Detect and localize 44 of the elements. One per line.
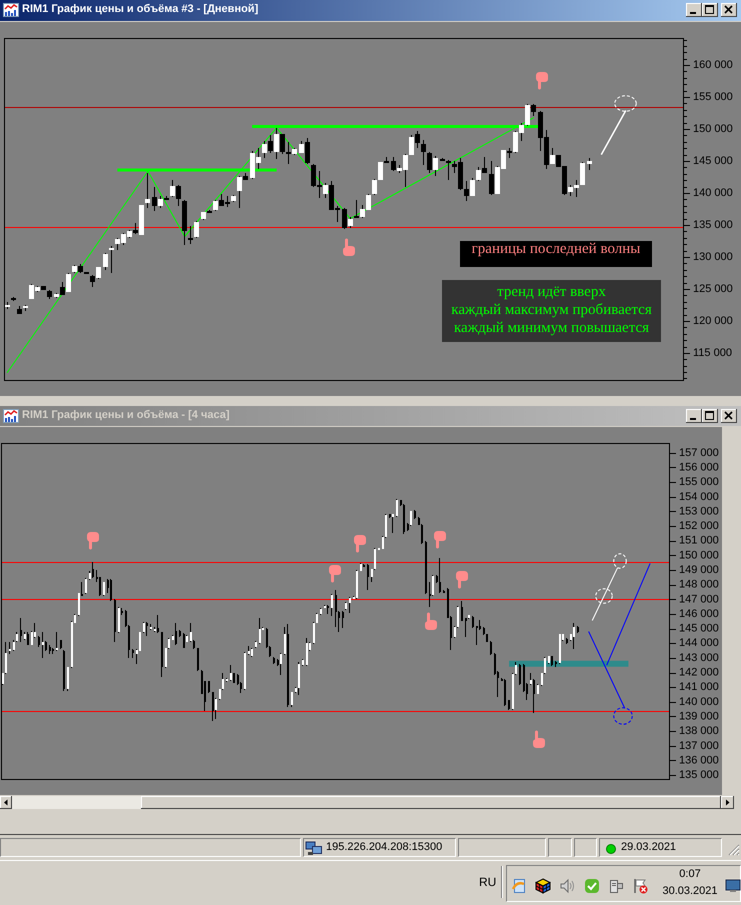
y-tick-label: 139 000 [679, 710, 719, 722]
annotation: границы последней волны [472, 241, 640, 257]
y-tick-label: 144 000 [679, 637, 719, 650]
chart-title: RIM1 График цены и объёма #3 - [Дневной] [22, 3, 258, 15]
y-tick-label: 125 000 [693, 282, 733, 295]
y-tick-label: 145 000 [693, 155, 733, 168]
y-tick-label: 157 000 [679, 446, 719, 459]
y-tick-label: 130 000 [693, 251, 733, 263]
text: 0:07 [679, 868, 701, 880]
annotation: тренд идёт вверх [497, 284, 606, 300]
text: 29.03.2021 [621, 841, 676, 853]
y-tick-label: 151 000 [679, 534, 719, 547]
text: 30.03.2021 [662, 885, 718, 897]
y-tick-label: 136 000 [679, 754, 719, 766]
y-tick-label: 152 000 [679, 520, 719, 532]
y-tick-label: 155 000 [693, 91, 733, 104]
y-tick-label: 140 000 [693, 187, 733, 200]
y-tick-label: 147 000 [679, 593, 719, 606]
y-tick-label: 115 000 [693, 346, 732, 359]
y-tick-label: 154 000 [679, 490, 719, 503]
text: 195.226.204.208:15300 [326, 841, 442, 853]
y-tick-label: 120 000 [693, 314, 733, 327]
y-tick-label: 146 000 [679, 608, 719, 620]
y-tick-label: 135 000 [679, 769, 719, 782]
y-tick-label: 137 000 [679, 740, 719, 752]
y-tick-label: 150 000 [679, 549, 719, 562]
annotation: каждый минимум повышается [454, 320, 650, 336]
y-tick-label: 138 000 [679, 725, 719, 738]
y-tick-label: 149 000 [679, 564, 719, 576]
y-tick-label: 143 000 [679, 652, 719, 664]
y-tick-label: 153 000 [679, 505, 719, 518]
chart-title: RIM1 График цены и объёма - [4 часа] [22, 409, 230, 421]
y-tick-label: 156 000 [679, 462, 719, 474]
y-tick-label: 145 000 [679, 622, 719, 635]
y-tick-label: 160 000 [693, 59, 733, 72]
y-tick-label: 150 000 [693, 123, 733, 136]
y-tick-label: 155 000 [679, 476, 719, 488]
annotation: каждый максимум пробивается [451, 302, 652, 318]
y-tick-label: 140 000 [679, 696, 719, 708]
text: RU [479, 875, 496, 889]
y-tick-label: 141 000 [679, 681, 719, 694]
y-tick-label: 142 000 [679, 666, 719, 679]
y-tick-label: 135 000 [693, 219, 733, 232]
y-tick-label: 148 000 [679, 578, 719, 591]
